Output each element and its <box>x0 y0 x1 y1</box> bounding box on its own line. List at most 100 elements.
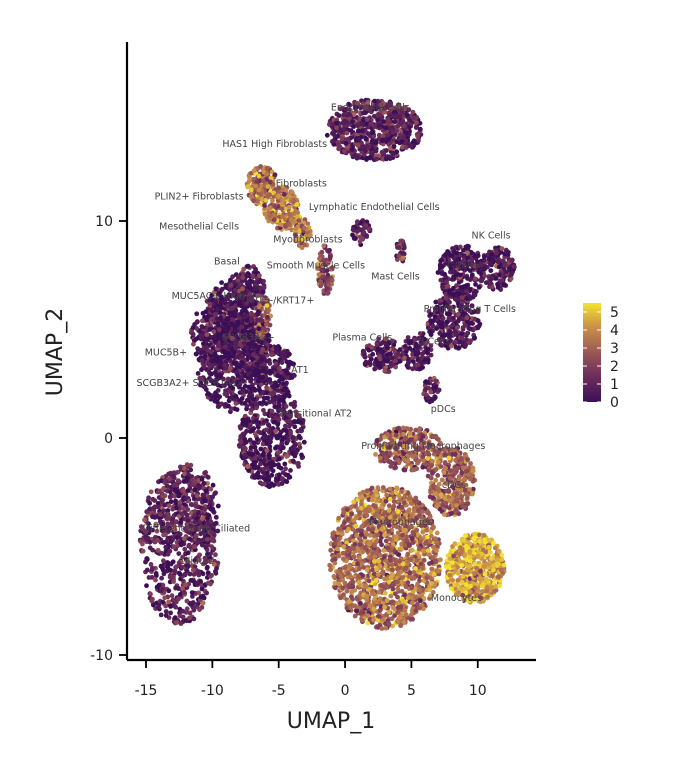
cell-point <box>139 524 144 529</box>
cell-point <box>254 472 260 477</box>
cell-point <box>162 595 168 601</box>
cell-point <box>253 285 258 291</box>
cell-point <box>227 366 233 371</box>
cell-point <box>354 219 360 225</box>
cell-point <box>204 590 210 596</box>
cell-point <box>222 362 228 368</box>
cell-point <box>385 117 391 122</box>
cell-point <box>165 521 171 527</box>
cell-point <box>195 580 200 586</box>
cell-point <box>138 538 143 544</box>
cell-point <box>205 564 210 570</box>
cell-point <box>476 284 482 290</box>
cell-point <box>196 572 202 578</box>
cell-point <box>172 482 177 488</box>
cell-point <box>247 451 252 457</box>
cell-point <box>213 514 219 520</box>
cell-point <box>254 418 259 424</box>
cell-point <box>246 178 252 184</box>
cell-point <box>261 278 266 284</box>
cell-point <box>194 319 200 325</box>
cell-point <box>290 458 296 464</box>
cell-point <box>296 464 301 469</box>
cell-point <box>203 470 209 475</box>
cell-point <box>464 296 469 302</box>
cell-point <box>148 591 153 597</box>
cell-point <box>248 193 254 199</box>
cell-point <box>465 330 471 336</box>
cell-point <box>420 351 425 357</box>
cell-point <box>146 525 151 531</box>
cell-point <box>461 284 467 290</box>
cell-point <box>251 440 257 446</box>
cell-point <box>475 318 481 324</box>
cell-point <box>339 136 345 141</box>
cell-point <box>142 517 147 523</box>
cell-point <box>355 143 361 148</box>
cell-point <box>215 334 221 339</box>
cell-point <box>285 472 291 478</box>
cell-point <box>406 365 411 370</box>
cell-point <box>266 307 272 313</box>
cell-point <box>396 253 402 259</box>
cell-point <box>283 368 289 373</box>
cell-point <box>238 434 244 440</box>
cell-point <box>211 562 217 567</box>
cell-point <box>184 477 190 482</box>
cell-point <box>250 345 255 350</box>
cell-point <box>297 445 303 450</box>
cell-point <box>290 435 296 441</box>
cell-point <box>247 285 253 291</box>
cell-point <box>282 461 288 467</box>
cell-point <box>472 335 478 341</box>
cell-point <box>487 260 493 266</box>
cell-point <box>191 616 197 622</box>
cell-point <box>162 502 168 508</box>
cell-point <box>438 277 444 283</box>
cell-point <box>162 478 168 483</box>
cell-point <box>456 291 462 296</box>
cell-point <box>362 354 368 360</box>
cell-point <box>438 323 444 329</box>
cluster-transitional-at2 <box>236 387 307 490</box>
cell-point <box>184 558 190 564</box>
cell-point <box>204 344 210 350</box>
cell-point <box>464 315 470 321</box>
cell-point <box>166 588 172 594</box>
cell-point <box>443 252 448 258</box>
cell-point <box>283 466 288 472</box>
cell-point <box>228 283 234 288</box>
cell-point <box>467 277 473 282</box>
cell-point <box>238 439 244 445</box>
cell-point <box>410 359 416 364</box>
cell-point <box>182 572 188 578</box>
cell-point <box>201 341 206 347</box>
cell-point <box>487 281 492 286</box>
cell-point <box>185 488 191 494</box>
cell-point <box>349 147 355 152</box>
cell-point <box>465 250 470 256</box>
cell-point <box>250 273 256 279</box>
cell-point <box>242 365 248 370</box>
cell-point <box>277 365 282 371</box>
cell-point <box>245 464 251 469</box>
cell-point <box>216 343 222 349</box>
cell-point <box>459 331 465 337</box>
cell-point <box>172 487 178 493</box>
cell-point <box>504 250 509 256</box>
cell-point <box>210 357 216 363</box>
cell-point <box>159 575 165 581</box>
cell-point <box>256 326 262 331</box>
cell-point <box>460 316 465 322</box>
cell-point <box>205 481 210 486</box>
cell-point <box>264 390 269 396</box>
cell-point <box>430 318 436 324</box>
cell-point <box>463 288 469 294</box>
cell-point <box>207 502 213 508</box>
cell-point <box>270 397 276 402</box>
cell-point <box>397 140 403 146</box>
cell-point <box>486 256 492 262</box>
cell-point <box>144 537 150 542</box>
cell-point <box>264 166 270 171</box>
